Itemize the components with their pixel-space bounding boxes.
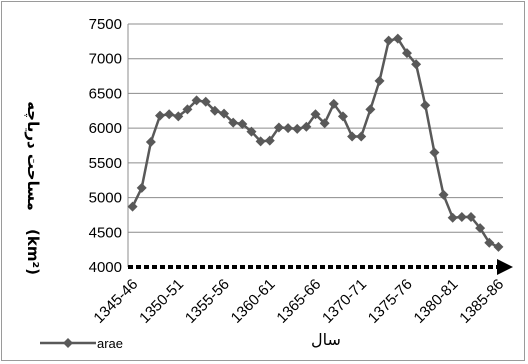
data-point: [310, 109, 321, 120]
data-point: [475, 223, 486, 234]
data-point: [365, 104, 376, 115]
x-tick-label: 1375-76: [365, 276, 416, 327]
data-point: [145, 137, 156, 148]
data-point: [191, 95, 202, 106]
data-point: [136, 182, 147, 193]
data-point: [173, 111, 184, 122]
x-tick-label: 1365-66: [273, 276, 324, 327]
x-tick-label: 1355-56: [182, 276, 233, 327]
data-point: [337, 111, 348, 122]
data-point: [401, 48, 412, 59]
data-point: [292, 123, 303, 134]
x-tick-label: 1350-51: [136, 276, 187, 327]
legend-label: arae: [97, 336, 123, 351]
data-point: [246, 126, 257, 137]
x-axis-arrowhead: [497, 259, 513, 275]
y-axis-label-text: مساحت دریاچه: [23, 101, 42, 211]
x-axis-label: سال: [311, 330, 341, 349]
legend-marker: [63, 338, 73, 348]
y-tick-label: 5500: [89, 155, 122, 172]
data-point: [347, 131, 358, 142]
x-tick-label: 1380-81: [411, 276, 462, 327]
y-tick-label: 4000: [89, 259, 122, 276]
data-point: [383, 35, 394, 46]
y-tick-label: 6000: [89, 120, 122, 137]
data-point: [209, 105, 220, 116]
data-point: [155, 110, 166, 121]
data-point: [420, 100, 431, 111]
data-point: [392, 33, 403, 44]
data-point: [438, 189, 449, 200]
series-line: [131, 37, 499, 249]
data-point: [456, 212, 467, 223]
data-point: [484, 237, 495, 248]
data-point: [283, 123, 294, 134]
data-point: [164, 109, 175, 120]
y-tick-label: 5000: [89, 190, 122, 207]
data-point: [273, 122, 284, 133]
x-tick-label: 1360-61: [228, 276, 279, 327]
data-point: [182, 104, 193, 115]
data-point: [127, 201, 138, 212]
y-axis-label-unit: (km²): [24, 229, 42, 275]
data-point: [356, 131, 367, 142]
data-point: [319, 118, 330, 129]
data-point: [301, 121, 312, 132]
x-tick-label: 1385-86: [456, 276, 507, 327]
data-point: [429, 147, 440, 158]
x-tick-label: 1345-46: [90, 276, 141, 327]
data-point: [237, 118, 248, 129]
y-tick-label: 7000: [89, 51, 122, 68]
data-point: [328, 98, 339, 109]
data-point: [219, 108, 230, 119]
y-axis-label: مساحت دریاچه (km²): [23, 101, 42, 275]
data-point: [264, 135, 275, 146]
data-point: [200, 96, 211, 107]
data-point: [228, 117, 239, 128]
data-point: [411, 59, 422, 70]
x-tick-label: 1370-71: [319, 276, 370, 327]
y-tick-label: 4500: [89, 224, 122, 241]
data-point: [447, 212, 458, 223]
data-point: [493, 241, 504, 252]
y-tick-label: 6500: [89, 85, 122, 102]
legend: arae: [40, 336, 123, 351]
data-point: [374, 75, 385, 86]
data-point: [255, 136, 266, 147]
data-point: [465, 212, 476, 223]
y-tick-label: 7500: [89, 16, 122, 33]
